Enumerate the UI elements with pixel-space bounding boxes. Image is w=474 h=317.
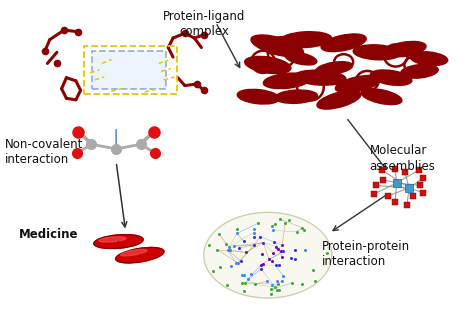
- Ellipse shape: [285, 52, 317, 65]
- Ellipse shape: [353, 45, 401, 60]
- Ellipse shape: [275, 90, 318, 103]
- Ellipse shape: [120, 249, 147, 256]
- Text: Protein-protein
interaction: Protein-protein interaction: [322, 240, 410, 268]
- Ellipse shape: [264, 73, 310, 89]
- Polygon shape: [204, 212, 332, 298]
- Ellipse shape: [116, 248, 164, 263]
- Ellipse shape: [361, 89, 402, 105]
- Ellipse shape: [401, 64, 438, 78]
- FancyBboxPatch shape: [92, 51, 166, 89]
- Ellipse shape: [335, 75, 381, 93]
- Ellipse shape: [94, 235, 143, 249]
- Ellipse shape: [251, 35, 303, 57]
- Ellipse shape: [245, 56, 291, 74]
- Ellipse shape: [384, 42, 426, 57]
- Text: Molecular
assemblies: Molecular assemblies: [370, 145, 436, 172]
- Ellipse shape: [237, 89, 279, 104]
- Ellipse shape: [317, 91, 361, 109]
- Ellipse shape: [316, 62, 353, 74]
- Ellipse shape: [370, 70, 412, 85]
- Text: Medicine: Medicine: [19, 228, 79, 241]
- Text: Non-covalent
interaction: Non-covalent interaction: [5, 138, 83, 166]
- Ellipse shape: [294, 70, 346, 85]
- Ellipse shape: [280, 32, 332, 48]
- Ellipse shape: [410, 52, 448, 66]
- Ellipse shape: [99, 237, 126, 242]
- Ellipse shape: [321, 34, 366, 52]
- Text: Protein-ligand
complex: Protein-ligand complex: [163, 10, 245, 37]
